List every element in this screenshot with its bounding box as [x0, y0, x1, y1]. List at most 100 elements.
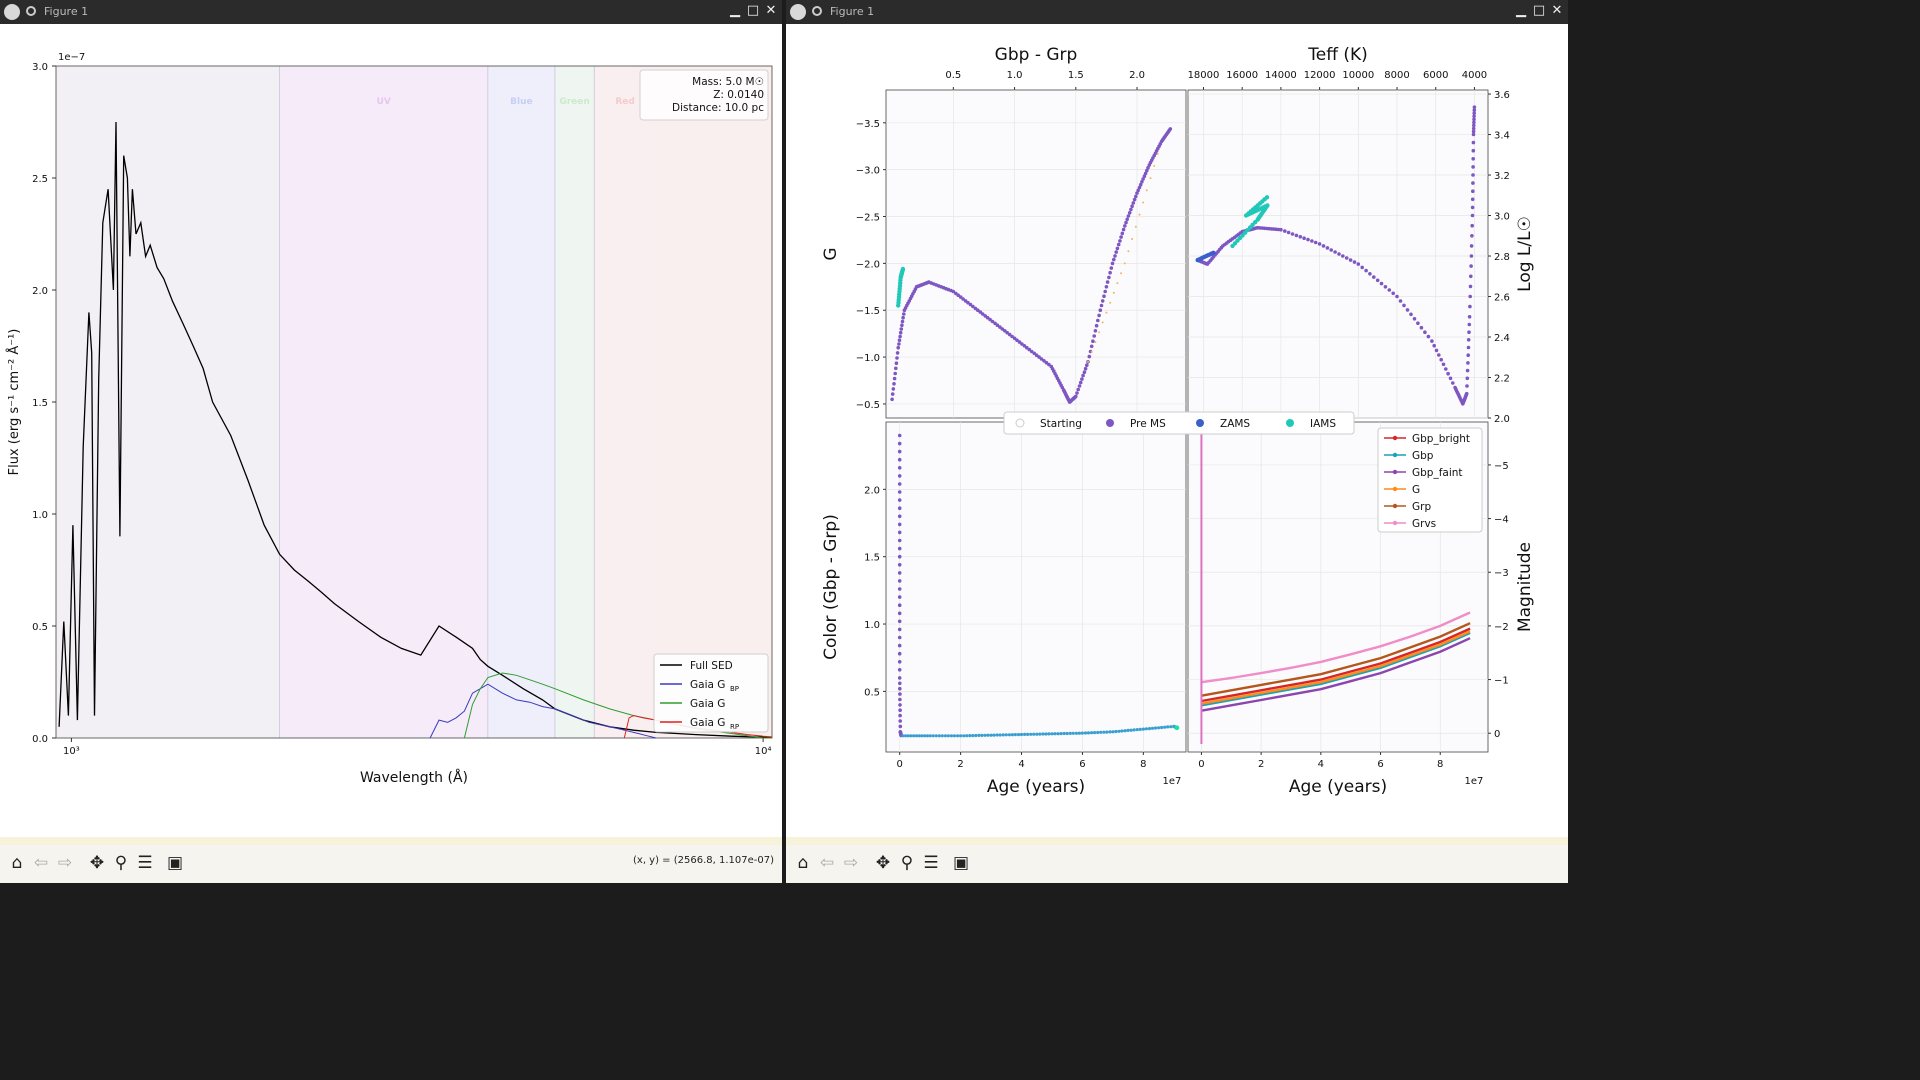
- cmd-point-0: [985, 315, 990, 320]
- x-tick-label: 1.0: [1007, 70, 1023, 81]
- maximize-icon[interactable]: □: [1532, 3, 1546, 18]
- color-age-point-1: [1141, 727, 1145, 731]
- x-tick-label: 6: [1377, 759, 1383, 770]
- sed-chart: UV Blue Green Red 0.0 0.5 1.0 1.5 2.0 2.5 3.0 1e−7 1…: [6, 52, 773, 786]
- y-tick-label: 2.0: [1494, 414, 1510, 425]
- cmd-axes: [885, 89, 1187, 419]
- color-age-point-1: [965, 734, 969, 738]
- cmd-point-0: [893, 371, 897, 376]
- cmd-point-0: [971, 304, 975, 309]
- hrd-point-0: [1444, 367, 1448, 371]
- cmd-gradient-point-9: [1087, 360, 1089, 363]
- color-age-point-1: [1150, 726, 1155, 730]
- cmd-point-0: [1125, 217, 1129, 222]
- back-icon[interactable]: ⇦: [819, 853, 835, 873]
- cmd-point-0: [895, 351, 900, 355]
- color-age-point-1: [1132, 728, 1136, 732]
- close-icon[interactable]: ✕: [1551, 3, 1563, 18]
- color-age-point-1: [1074, 731, 1078, 735]
- color-age-point-1: [906, 734, 910, 738]
- cmd-point-0: [1044, 360, 1049, 365]
- hrd-point-0: [1471, 140, 1476, 145]
- cmd-point-0: [961, 297, 965, 301]
- app-logo-icon: [4, 4, 20, 20]
- cmd-point-0: [896, 345, 900, 350]
- forward-icon[interactable]: ⇨: [57, 853, 73, 873]
- zoom-icon[interactable]: ⚲: [900, 853, 914, 873]
- cmd-point-0: [892, 376, 897, 381]
- hrd-point-0: [1430, 339, 1434, 343]
- mag-legend-marker: [1392, 469, 1398, 475]
- pin-icon[interactable]: [26, 6, 36, 16]
- save-icon[interactable]: ▣: [952, 853, 970, 873]
- evolution-charts: 0.5 1.0 1.5 2.0 −0.5 −1.0 −1.5 −2.0 −2.5 −3.0 −3.5…: [821, 45, 1535, 797]
- figure-canvas-right[interactable]: 0.5 1.0 1.5 2.0 −0.5 −1.0 −1.5 −2.0 −2.5 −3.0 −3.5…: [788, 24, 1566, 842]
- figure-canvas-left[interactable]: UV Blue Green Red 0.0 0.5 1.0 1.5 2.0 2.5 3.0 1e−7 1…: [2, 24, 780, 842]
- cmd-point-1: [900, 266, 906, 272]
- cmd-point-0: [1034, 353, 1039, 358]
- zoom-icon[interactable]: ⚲: [114, 853, 128, 873]
- cmd-point-0: [1005, 330, 1009, 335]
- color-age-point-1: [1093, 731, 1097, 735]
- y-tick-label: −4: [1494, 515, 1509, 526]
- color-age-point-0: [897, 571, 902, 575]
- info-box-line: Mass: 5.0 M☉: [692, 76, 764, 88]
- cmd-point-0: [968, 302, 973, 307]
- color-age-point-0: [897, 466, 902, 470]
- hrd-point-0: [1416, 321, 1420, 326]
- hrd-point-0: [1465, 368, 1470, 373]
- cmd-point-0: [1085, 363, 1089, 368]
- color-age-point-1: [1019, 732, 1024, 737]
- info-box-line: Distance: 10.0 pc: [672, 102, 764, 114]
- x-tick-label: 10000: [1342, 70, 1374, 81]
- hrd-point-0: [1472, 117, 1476, 122]
- cmd-point-0: [894, 366, 898, 371]
- home-icon[interactable]: ⌂: [11, 853, 23, 873]
- hrd-point-0: [1317, 242, 1322, 246]
- y-tick-label: −1.5: [856, 306, 880, 317]
- configure-icon[interactable]: ☰: [923, 853, 939, 873]
- color-age-point-0: [897, 611, 902, 616]
- legend-subscript: RP: [730, 723, 739, 731]
- band-blue: [487, 66, 555, 738]
- maximize-icon[interactable]: □: [746, 3, 760, 18]
- hrd-point-0: [1468, 304, 1472, 309]
- cmd-point-0: [898, 330, 903, 335]
- pan-icon[interactable]: ✥: [89, 853, 105, 873]
- cmd-gradient-point-9: [1094, 341, 1097, 344]
- pin-icon[interactable]: [812, 6, 822, 16]
- cmd-point-0: [1142, 174, 1147, 178]
- hrd-point-0: [1471, 157, 1475, 161]
- color-age-point-1: [977, 733, 981, 738]
- cmd-point-0: [1010, 334, 1014, 339]
- color-age-point-1: [962, 734, 966, 738]
- color-age-point-1: [956, 734, 960, 738]
- hrd-point-0: [1283, 229, 1287, 233]
- save-icon[interactable]: ▣: [166, 853, 184, 873]
- configure-icon[interactable]: ☰: [137, 853, 153, 873]
- pan-icon[interactable]: ✥: [875, 853, 891, 873]
- color-age-point-0: [897, 579, 902, 583]
- cmd-gradient-point-9: [1098, 331, 1101, 334]
- cmd-point-0: [1107, 275, 1111, 280]
- cmd-point-0: [1120, 231, 1125, 236]
- cmd-gradient-point-9: [1090, 350, 1093, 353]
- minimize-icon[interactable]: ▁: [1516, 3, 1526, 18]
- color-age-point-1: [1102, 730, 1106, 734]
- color-age-point-0: [897, 514, 902, 519]
- x-tick-label: 4: [1318, 759, 1324, 770]
- home-icon[interactable]: ⌂: [797, 853, 809, 873]
- color-age-point-0: [897, 433, 902, 438]
- forward-icon[interactable]: ⇨: [843, 853, 859, 873]
- back-icon[interactable]: ⇦: [33, 853, 49, 873]
- cmd-point-0: [1029, 349, 1034, 354]
- cmd-point-0: [1097, 313, 1101, 318]
- cmd-point-0: [1094, 323, 1099, 328]
- close-icon[interactable]: ✕: [765, 3, 777, 18]
- figure-window-left: Figure 1 ▁ □ ✕ UV Blue Green Red 0.0 0.5 1.0 1.…: [0, 0, 782, 883]
- cmd-gradient-point-9: [1142, 201, 1145, 204]
- shared-legend-marker: [1196, 419, 1204, 427]
- color-age-point-1: [992, 733, 996, 737]
- minimize-icon[interactable]: ▁: [730, 3, 740, 18]
- cmd-point-0: [898, 334, 902, 339]
